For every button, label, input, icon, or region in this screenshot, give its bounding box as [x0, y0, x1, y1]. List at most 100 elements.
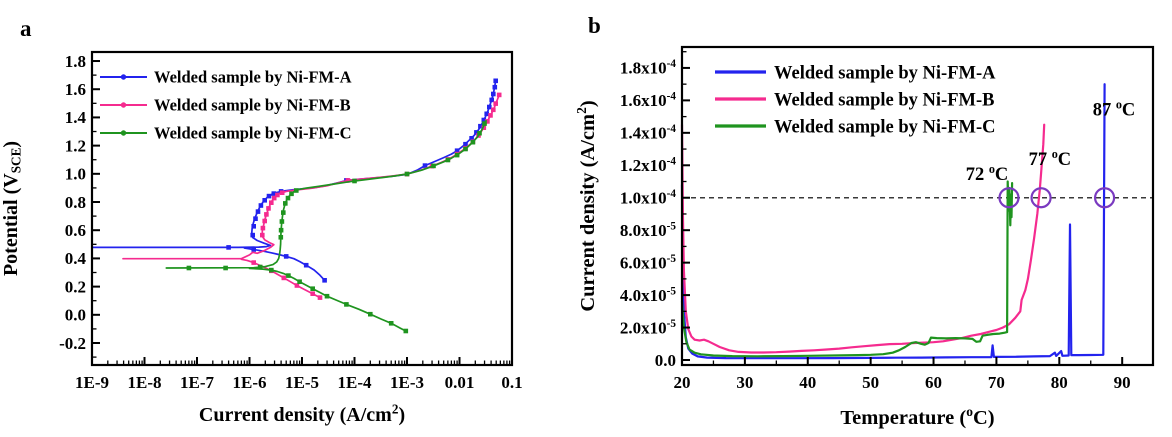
panel-b-label: b — [588, 13, 601, 38]
x-tick-label: 20 — [674, 373, 691, 392]
data-point-marker — [324, 293, 330, 299]
data-point-marker — [251, 260, 256, 265]
data-point-marker — [253, 216, 258, 221]
series-line-cathodic — [248, 267, 407, 332]
data-point-marker — [271, 195, 277, 201]
y-tick-label: 1.2x10-4 — [620, 156, 676, 176]
annotation-text: 72 oC — [966, 162, 1009, 185]
x-axis-title: Current density (A/cm2) — [199, 401, 405, 426]
panel-a-chart: 1E-9 1E-8 1E-7 1E-6 1E-5 1E-4 1E-3 0.01 0.1 -0.2 0… — [0, 50, 523, 426]
data-point-marker — [482, 121, 487, 126]
data-point-marker — [431, 163, 436, 169]
data-point-marker — [281, 210, 286, 215]
data-point-marker — [477, 130, 482, 136]
data-point-marker — [262, 198, 267, 203]
data-point-marker — [492, 84, 498, 90]
series-line-main — [680, 180, 1014, 358]
data-point-marker — [258, 203, 264, 208]
legend-label: Welded sample by Ni-FM-A — [154, 68, 352, 87]
data-point-marker — [487, 104, 492, 110]
data-point-marker — [344, 302, 349, 307]
legend-entry-2: Welded sample by Ni-FM-C — [715, 117, 995, 137]
data-point-marker — [278, 235, 284, 240]
data-point-marker — [491, 107, 496, 113]
panel-b-chart: 72 oC 77 oC 87 oC 20 30 40 50 60 70 80 90 0.0 2.0x10… — [574, 45, 1155, 429]
data-point-marker — [310, 286, 315, 291]
legend-entry-2: Welded sample by Ni-FM-C — [100, 124, 352, 143]
x-tick-label: 60 — [925, 373, 942, 392]
data-point-marker — [310, 291, 315, 296]
data-point-marker — [368, 311, 373, 317]
data-point-marker — [445, 157, 451, 163]
plot-frame — [680, 45, 1155, 367]
data-point-marker — [493, 101, 498, 106]
x-tick-label: 1E-5 — [285, 373, 319, 392]
data-point-marker — [283, 201, 288, 206]
data-point-marker — [454, 152, 460, 158]
data-point-marker — [260, 225, 266, 231]
y-tick-label: 1.0 — [65, 165, 86, 184]
data-point-marker — [271, 191, 277, 196]
data-point-marker — [279, 190, 285, 195]
cpt-circle-marker — [998, 187, 1020, 209]
data-point-marker — [289, 191, 294, 197]
data-point-marker — [286, 273, 291, 278]
x-tick-label: 40 — [799, 373, 816, 392]
data-point-marker — [262, 218, 267, 224]
data-point-marker — [317, 295, 323, 300]
y-tick-label: 0.6 — [65, 221, 86, 240]
data-point-marker — [226, 245, 231, 250]
legend-label: Welded sample by Ni-FM-B — [774, 90, 994, 110]
data-point-marker — [303, 262, 309, 268]
data-point-marker — [266, 206, 271, 211]
axis-ticks — [91, 60, 513, 365]
data-point-marker — [463, 146, 468, 152]
data-point-marker — [269, 267, 274, 273]
data-point-marker — [264, 212, 269, 217]
y-tick-label: 8.0x10-5 — [620, 220, 676, 240]
y-axis-title: Potential (VSCE) — [0, 141, 24, 276]
y-tick-label: 1.0x10-4 — [620, 188, 676, 208]
legend-entry-0: Welded sample by Ni-FM-A — [100, 68, 352, 87]
data-point-marker — [186, 265, 192, 271]
data-point-marker — [478, 123, 483, 129]
x-tick-label: 70 — [988, 373, 1005, 392]
x-tick-label: 1E-4 — [338, 373, 373, 392]
y-tick-label: 1.6x10-4 — [620, 91, 676, 111]
x-tick-label: 1E-8 — [128, 373, 162, 392]
data-point-marker — [283, 254, 289, 259]
data-point-marker — [322, 278, 327, 283]
data-point-marker — [489, 97, 494, 103]
data-point-marker — [257, 264, 263, 270]
plot-panel_a: 1E-9 1E-8 1E-7 1E-6 1E-5 1E-4 1E-3 0.01 0.1 -0.2 0… — [0, 50, 523, 426]
data-point-marker — [278, 227, 284, 233]
plot-panel_b: 72 oC 77 oC 87 oC 20 30 40 50 60 70 80 90 0.0 2.0x10… — [574, 45, 1155, 429]
x-tick-label: 1E-3 — [390, 373, 424, 392]
series-line-main — [680, 83, 1106, 360]
data-point-marker — [481, 117, 487, 123]
legend-marker-dot — [120, 74, 127, 80]
x-tick-label: 1E-9 — [75, 373, 109, 392]
data-point-marker — [281, 275, 287, 281]
series-2 — [680, 180, 1014, 358]
data-point-marker — [345, 178, 351, 183]
data-point-marker — [388, 321, 394, 326]
cpt-circle-marker — [1030, 187, 1052, 209]
data-point-marker — [294, 283, 300, 288]
data-point-marker — [469, 136, 474, 141]
y-tick-label: 2.0x10-5 — [620, 318, 676, 338]
data-point-marker — [404, 171, 410, 177]
data-point-marker — [223, 265, 228, 271]
data-point-marker — [250, 232, 255, 238]
x-tick-label: 50 — [862, 373, 879, 392]
data-point-marker — [275, 192, 280, 198]
data-point-marker — [269, 200, 274, 205]
y-tick-label: 0.4 — [65, 249, 87, 268]
x-tick-label: 90 — [1114, 373, 1131, 392]
x-tick-label: 30 — [736, 373, 753, 392]
data-point-marker — [279, 219, 285, 224]
y-tick-label: 1.8x10-4 — [620, 58, 676, 78]
annotation-text: 77 oC — [1029, 147, 1072, 170]
y-tick-label: 6.0x10-5 — [620, 253, 676, 273]
